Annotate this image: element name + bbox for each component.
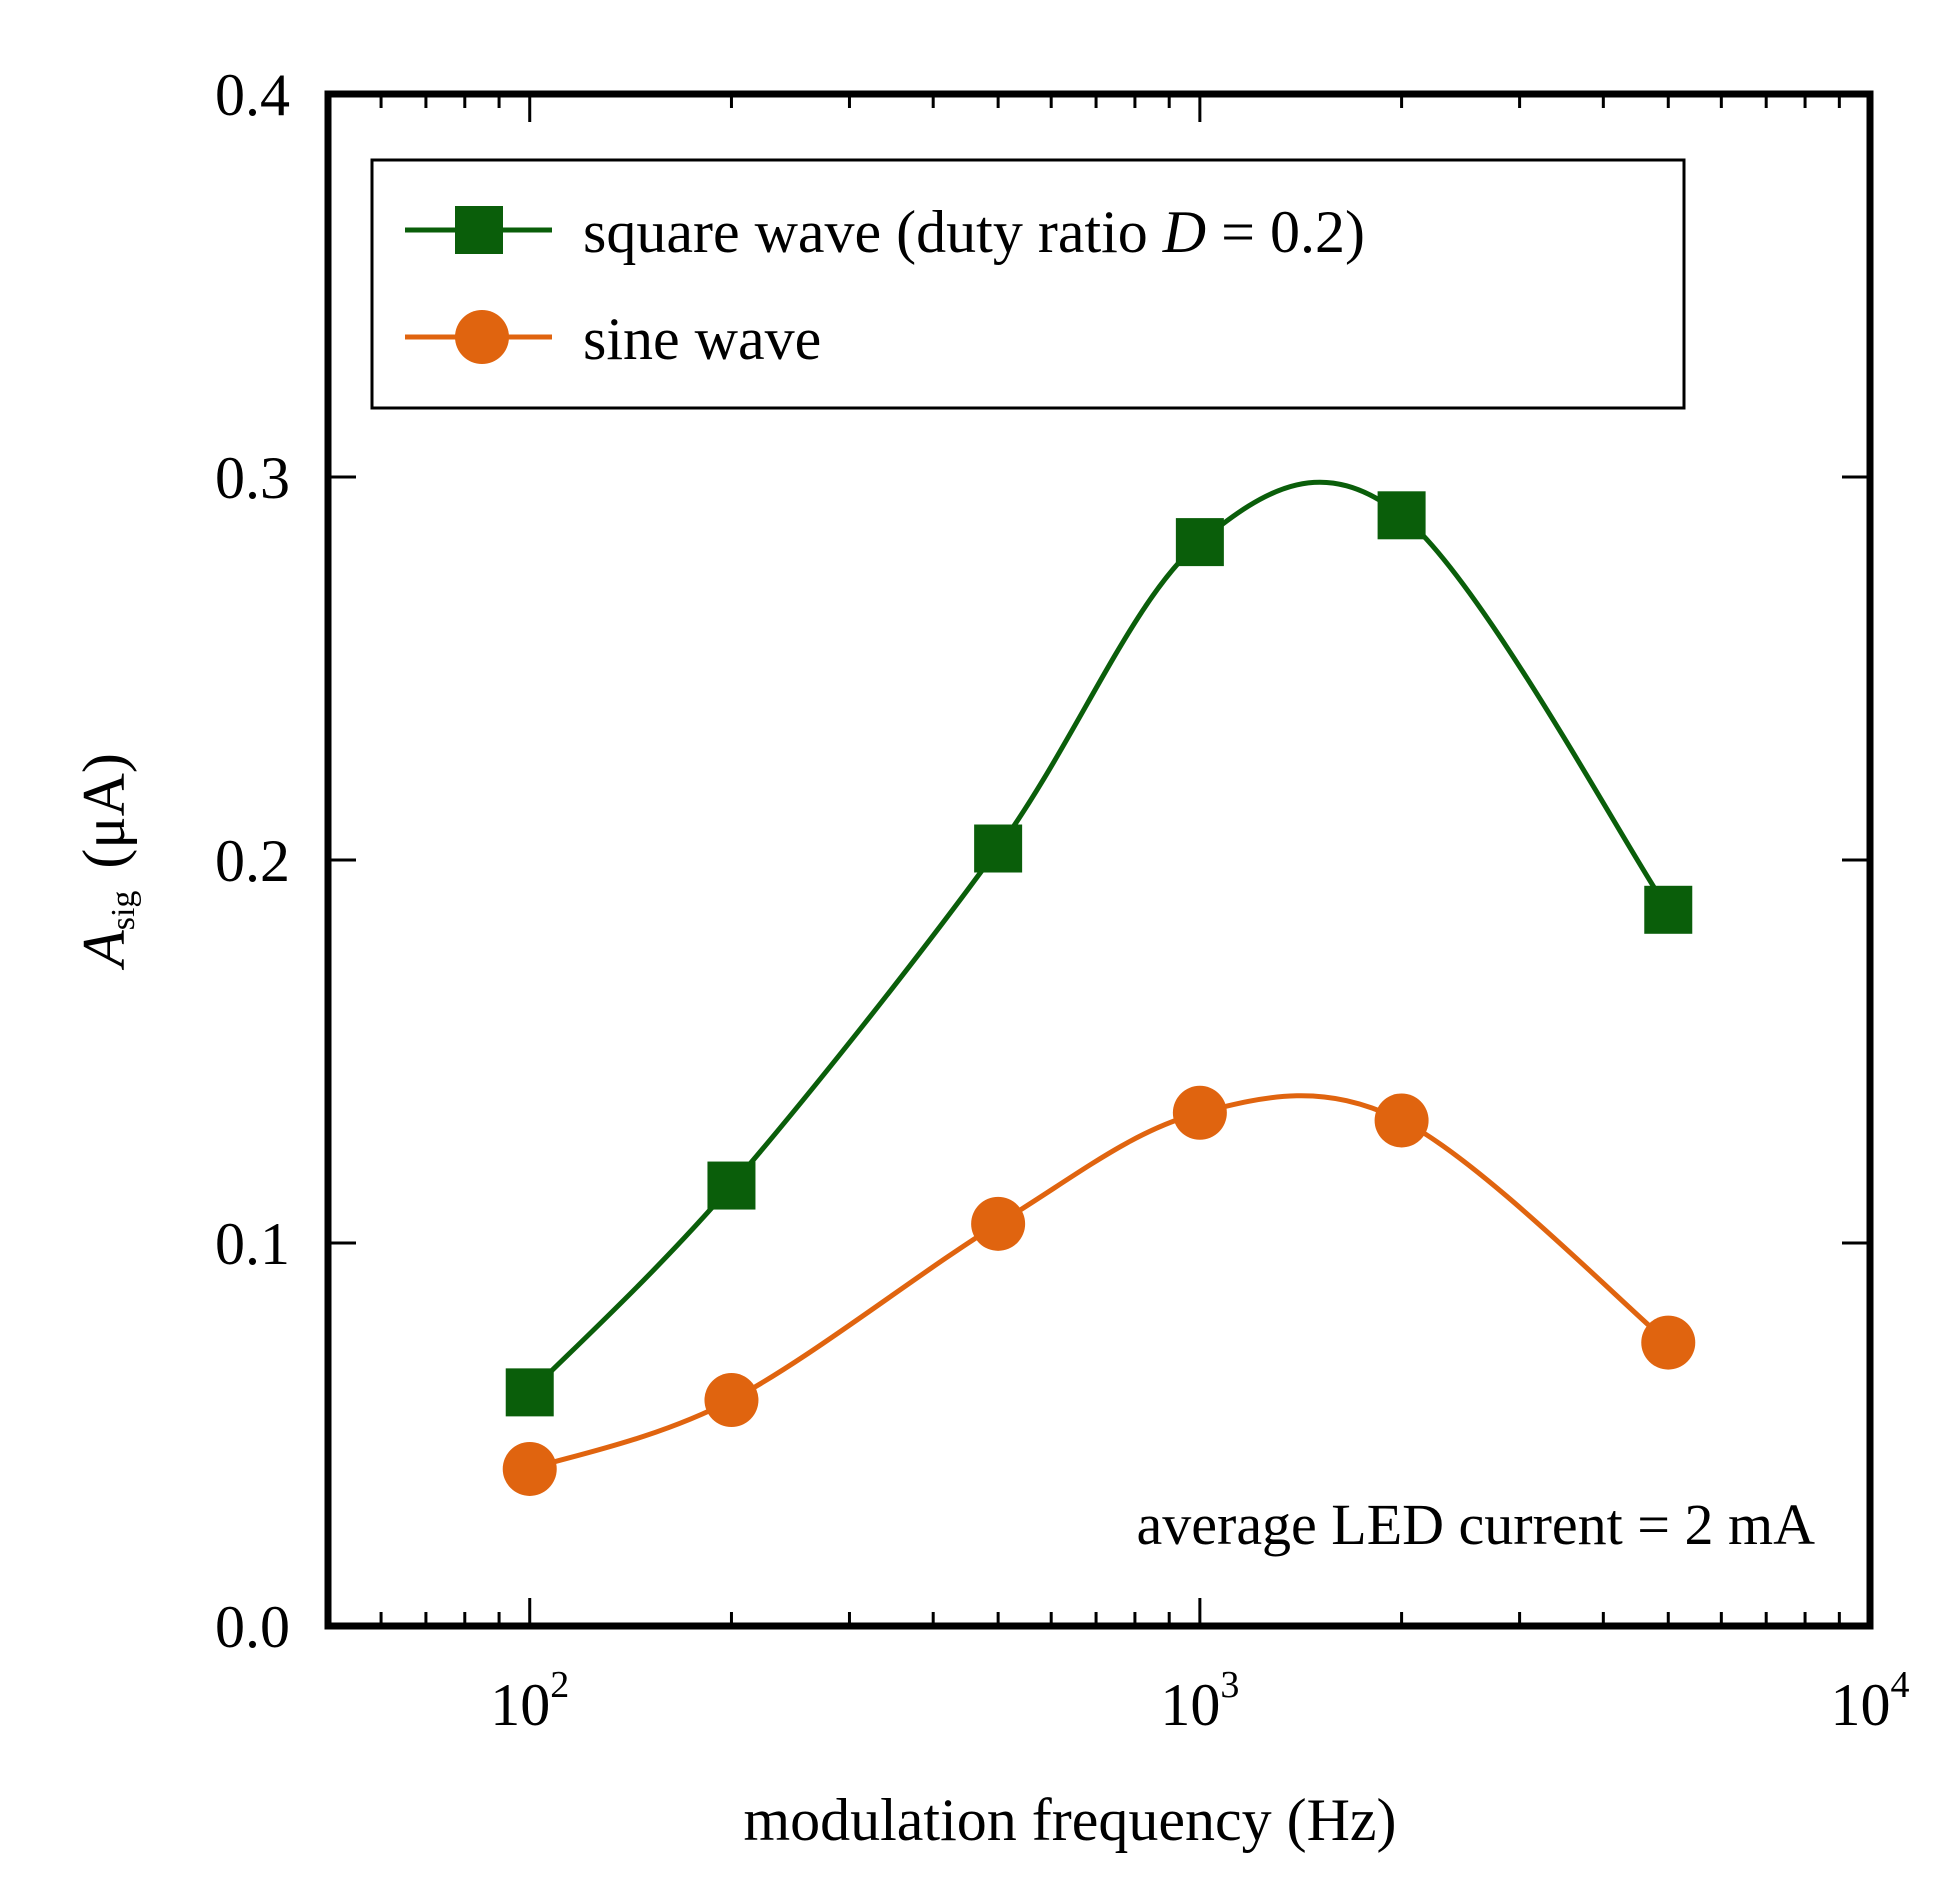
legend-square-italic: D [1162,199,1206,265]
legend-sine-marker [455,310,509,364]
sine-wave-point [502,1441,557,1496]
y-tick-label: 0.2 [215,828,290,894]
y-tick-label: 0.3 [215,445,290,511]
legend-sine-label: sine wave [583,306,821,372]
x-tick-label: 104 [1831,1664,1910,1738]
series-line-sine-wave [528,1093,1670,1472]
legend-square-prefix: square wave (duty ratio [583,199,1163,265]
x-tick-label: 103 [1160,1664,1239,1738]
square-wave-point [1377,491,1426,540]
y-axis-subscript: sig [105,891,142,931]
series-layer [502,479,1696,1496]
square-wave-point [1644,885,1693,934]
legend-square-suffix: = 0.2) [1206,199,1365,265]
ticks-layer: 0.0 0.1 0.2 0.3 0.4 102 103 104 [215,62,1910,1738]
legend: square wave (duty ratio D = 0.2) sine wa… [370,158,1686,410]
sine-wave-point [1641,1315,1696,1370]
series-line-square-wave [527,479,1671,1395]
x-axis-label: modulation frequency (Hz) [743,1787,1396,1853]
y-axis-label: Asig (μA) [71,753,142,971]
plot-frame [324,90,1874,1630]
legend-square-label: square wave (duty ratio D = 0.2) [583,199,1365,265]
square-wave-point [1175,518,1224,567]
sine-wave-point [1172,1085,1227,1140]
sine-wave-point [971,1196,1026,1251]
legend-square-marker [455,206,503,254]
square-wave-point [974,824,1023,873]
annotation: average LED current = 2 mA [1137,1492,1816,1557]
y-tick-label: 0.1 [215,1211,290,1277]
y-axis-symbol: A [71,930,137,971]
y-tick-label: 0.0 [215,1594,290,1660]
sine-wave-point [704,1373,759,1428]
square-wave-point [707,1161,756,1210]
legend-box [370,158,1686,410]
x-tick-label: 102 [490,1664,569,1738]
y-tick-label: 0.4 [215,62,290,128]
sine-wave-point [1374,1093,1429,1148]
y-axis-unit: (μA) [71,753,137,868]
square-wave-point [505,1368,554,1417]
